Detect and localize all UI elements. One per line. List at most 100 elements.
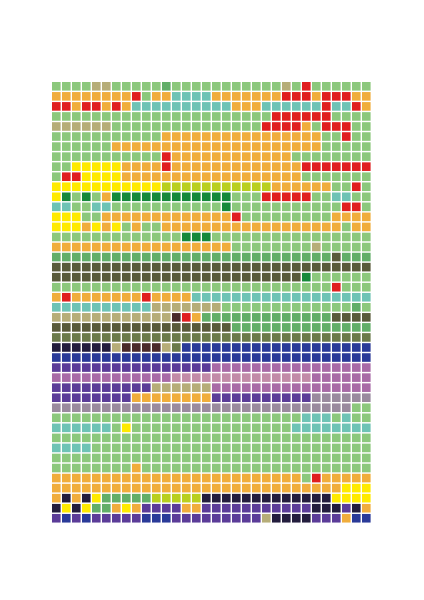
tile [112,313,121,322]
tile [162,272,171,282]
tile [122,453,131,463]
tile [352,463,361,473]
tile [282,272,291,282]
tile [362,413,371,423]
tile [242,282,251,292]
tile [122,282,131,292]
tile [122,252,131,262]
tile [292,433,301,443]
tile [102,453,111,463]
tile [342,252,351,262]
tile [92,343,101,352]
tile [92,313,101,322]
tile [342,102,351,111]
tile [52,333,61,342]
tile [72,182,81,192]
tile [322,413,331,423]
tile [242,132,251,141]
tile [262,443,271,453]
tile [212,102,221,111]
tile [82,202,91,212]
tile [202,463,211,473]
tile [172,192,181,202]
tile [162,152,171,161]
tile [342,463,351,473]
tile [272,82,281,91]
tile [62,463,71,473]
tile [192,132,201,141]
tile [212,292,221,302]
tile [242,232,251,242]
tile [302,303,311,312]
tile [202,323,211,332]
tile [172,262,181,272]
tile [82,152,91,161]
tile [92,303,101,312]
tile [172,343,181,352]
tile [82,423,91,433]
tile [92,503,101,513]
tile [172,272,181,282]
tile [82,343,91,352]
tile [192,413,201,423]
tile [72,282,81,292]
tile [302,483,311,493]
tile [252,313,261,322]
tile [222,112,231,121]
tile [272,453,281,463]
tile [322,132,331,141]
tile [112,222,121,232]
tile [162,242,171,252]
tile [122,162,131,171]
tile [362,393,371,403]
tile [72,383,81,392]
tile [182,423,191,433]
tile [122,182,131,192]
tile [232,162,241,171]
tile [182,82,191,91]
tile [242,413,251,423]
tile [262,413,271,423]
tile [242,393,251,403]
tile [212,333,221,342]
tile [342,323,351,332]
tile [352,152,361,161]
tile [122,463,131,473]
tile [122,172,131,182]
tile [342,192,351,202]
tile [212,192,221,202]
tile [292,172,301,182]
tile [182,383,191,392]
tile [152,493,161,503]
tile [62,513,71,523]
tile [282,333,291,342]
tile [162,212,171,222]
tile [352,192,361,202]
tile [122,112,131,121]
tile [252,162,261,171]
tile [152,252,161,262]
tile [182,172,191,182]
tile [112,483,121,493]
tile [102,403,111,413]
tile [152,272,161,282]
tile [302,503,311,513]
tile [232,122,241,131]
tile [72,92,81,101]
tile [82,272,91,282]
tile [112,212,121,222]
tile [322,323,331,332]
tile [142,82,151,91]
tile [282,172,291,182]
tile [82,222,91,232]
tile [332,443,341,453]
tile [232,423,241,433]
tile [322,122,331,131]
tile [222,242,231,252]
tile [192,343,201,352]
tile [112,192,121,202]
tile [302,272,311,282]
tile [302,132,311,141]
tile [342,303,351,312]
tile [292,493,301,503]
